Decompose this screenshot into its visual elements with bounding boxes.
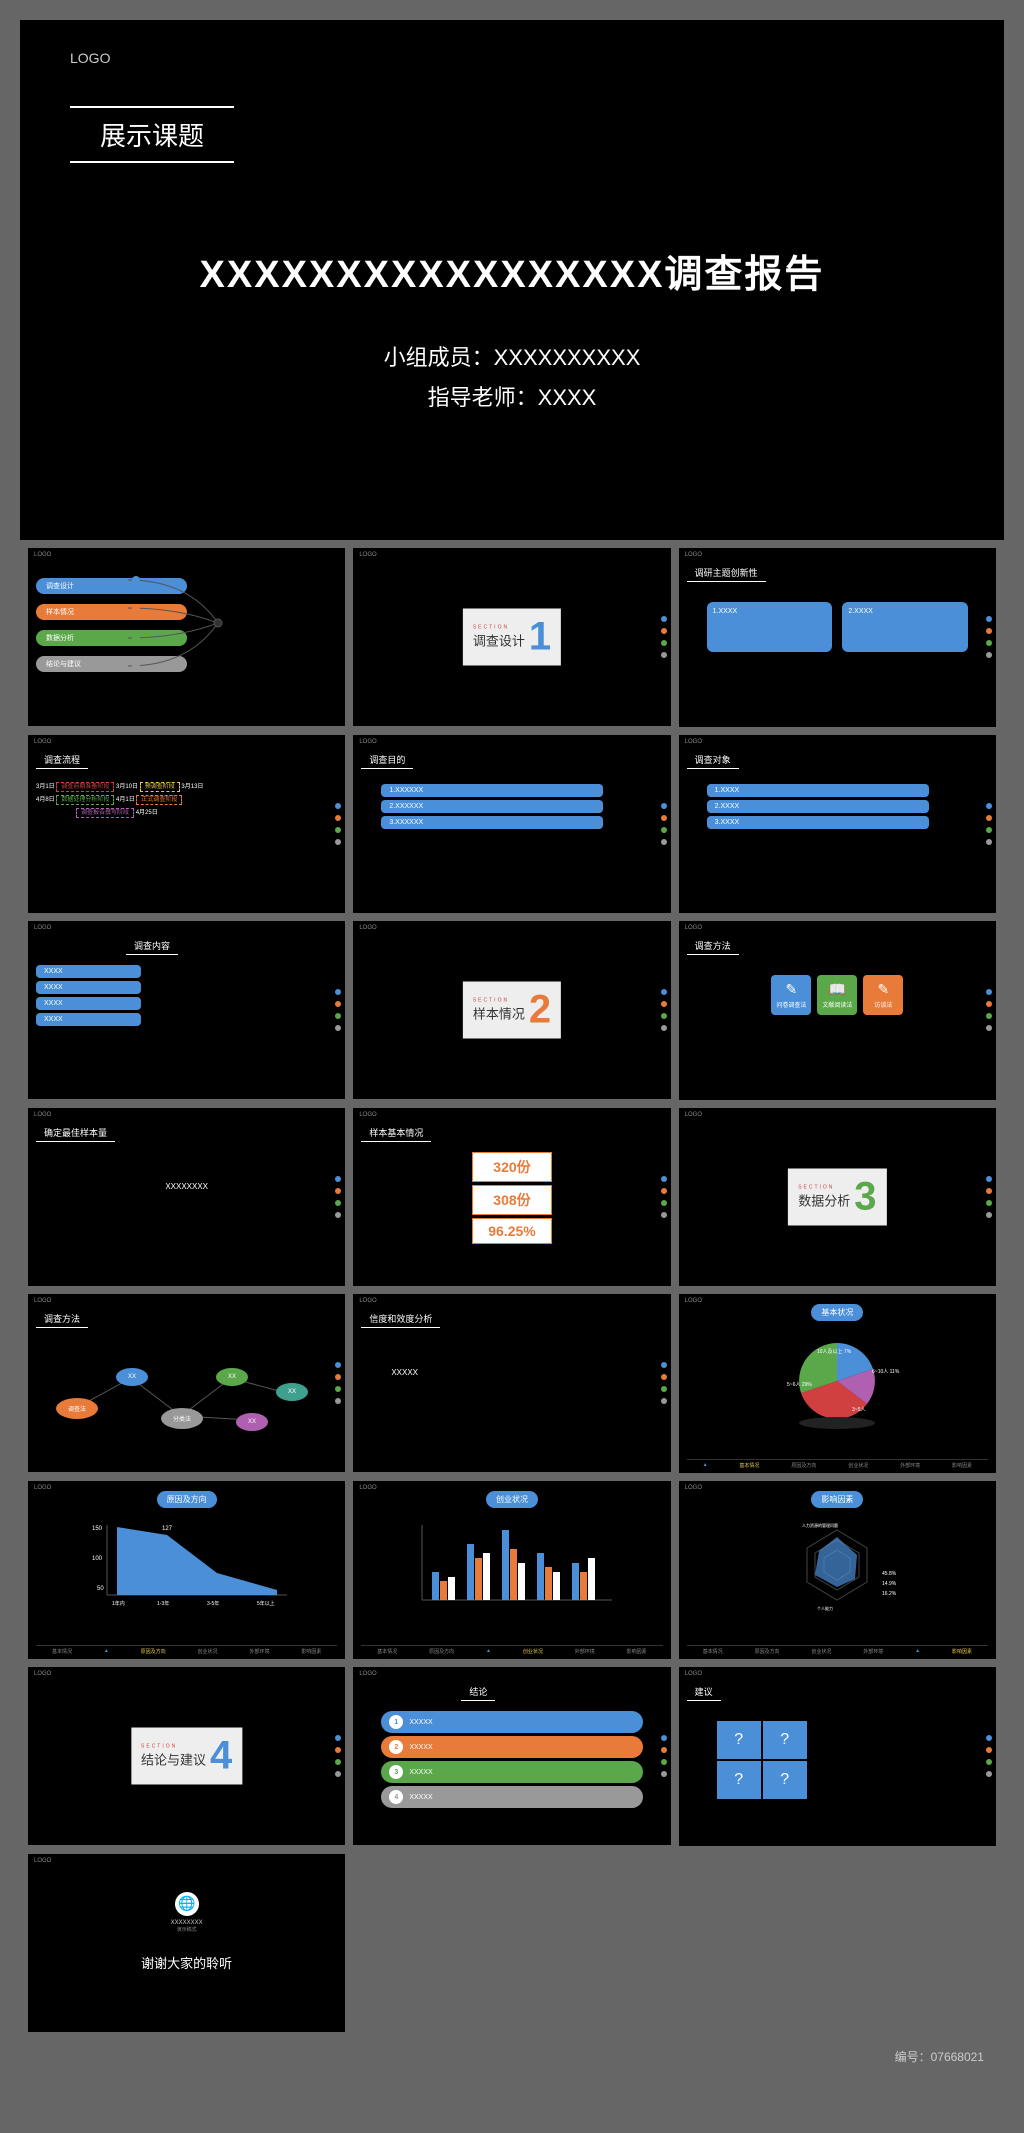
- meta-id: 编号：07668021: [20, 2040, 1004, 2073]
- quad-box: ?: [763, 1761, 807, 1799]
- empty-cell: [353, 1854, 670, 2032]
- globe-icon: 🌐: [175, 1892, 199, 1916]
- logo-text: LOGO: [70, 50, 954, 66]
- quad-box: ?: [763, 1721, 807, 1759]
- thanks-text: 谢谢大家的聆听: [36, 1953, 337, 1972]
- slide-section-4: LOGO SECTION 结论与建议 4: [28, 1667, 345, 1845]
- svg-text:3~5人: 3~5人: [852, 1407, 865, 1413]
- slide-section-1: LOGO SECTION 调查设计 1: [353, 548, 670, 726]
- radar-chart: 人力资源的管理问题 个人能力 45.8% 14.9% 16.2%: [762, 1515, 912, 1615]
- svg-text:50: 50: [97, 1586, 104, 1592]
- method-icon: 📖文献阅读法: [817, 975, 857, 1015]
- slide-radar-chart: LOGO 影响因素 人力资源的管理问题 个人能力 45.8% 14.9% 16.…: [679, 1481, 996, 1660]
- svg-text:1年内: 1年内: [112, 1600, 125, 1607]
- slide-logo: LOGO: [34, 552, 51, 558]
- members-label: 小组成员：: [384, 345, 494, 370]
- hero-title: XXXXXXXXXXXXXXXXX调查报告: [70, 243, 954, 298]
- svg-text:16.2%: 16.2%: [882, 1591, 897, 1597]
- stat-box: 308份: [472, 1185, 552, 1215]
- svg-text:1-3年: 1-3年: [157, 1600, 169, 1607]
- topic-box: 展示课题: [70, 106, 234, 163]
- quad-box: ?: [717, 1761, 761, 1799]
- svg-text:5年以上: 5年以上: [257, 1600, 275, 1607]
- svg-text:个人能力: 个人能力: [817, 1605, 833, 1611]
- agenda-connectors: [128, 568, 248, 678]
- stat-box: 320份: [472, 1152, 552, 1182]
- slide-section-2: LOGO SECTION 样本情况 2: [353, 921, 670, 1099]
- teacher-value: XXXX: [538, 385, 597, 410]
- method-icon: ✎访谈法: [863, 975, 903, 1015]
- svg-text:127: 127: [162, 1526, 173, 1532]
- slide-flow: LOGO 调查流程 3月1日 调查前期准备阶段 3月10日 预调查阶段 3月13…: [28, 735, 345, 913]
- svg-text:45.8%: 45.8%: [882, 1571, 897, 1577]
- slide-methods: LOGO 调查方法 ✎问卷调查法 📖文献阅读法 ✎访谈法: [679, 921, 996, 1100]
- slide-area-chart: LOGO 原因及方向 150 100 50 127 1年内1-3年 3-5年5年…: [28, 1481, 345, 1659]
- footer-nav: ▲基本情况原因及方向创业状况外部环境影响因素: [687, 1459, 988, 1469]
- conclusion-item: 1XXXXX: [381, 1711, 642, 1733]
- slide-conclusion: LOGO 结论 1XXXXX 2XXXXX 3XXXXX 4XXXXX: [353, 1667, 670, 1845]
- quad-box: ?: [717, 1721, 761, 1759]
- slide-content: LOGO 调查内容 XXXX XXXX XXXX XXXX: [28, 921, 345, 1099]
- svg-text:6~10人 11%: 6~10人 11%: [872, 1369, 900, 1375]
- method-icon: ✎问卷调查法: [771, 975, 811, 1015]
- area-chart: 150 100 50 127 1年内 1-3年 3-5年 5年以上: [67, 1515, 307, 1610]
- slide-method-diagram: LOGO 调查方法 调查法 XX XX 分类法 XX XX: [28, 1294, 345, 1472]
- info-box: 1.XXXX: [707, 602, 833, 652]
- svg-text:100: 100: [92, 1556, 103, 1562]
- slide-subjects: LOGO 调查对象 1.XXXX 2.XXXX 3.XXXX: [679, 735, 996, 914]
- thumbnail-grid: LOGO 调查设计 样本情况 数据分析 结论与建议 LOGO SECTION: [20, 540, 1004, 2040]
- section-card: SECTION 调查设计 1: [463, 609, 561, 666]
- svg-text:人力资源的管理问题: 人力资源的管理问题: [802, 1522, 838, 1528]
- svg-text:10人及以上 7%: 10人及以上 7%: [817, 1348, 852, 1355]
- template-preview: LOGO 展示课题 XXXXXXXXXXXXXXXXX调查报告 小组成员：XXX…: [20, 20, 1004, 2040]
- slide-agenda: LOGO 调查设计 样本情况 数据分析 结论与建议: [28, 548, 345, 726]
- teacher-label: 指导老师：: [428, 385, 538, 410]
- slide-pie-chart: LOGO 基本状况 10人及以上 7% 6~10人 11% 3~5人 5~6人 …: [679, 1294, 996, 1473]
- stat-box: 96.25%: [472, 1218, 552, 1244]
- slide-sample-size: LOGO 确定最佳样本量 XXXXXXXX: [28, 1108, 345, 1286]
- hero-info: 小组成员：XXXXXXXXXX 指导老师：XXXX: [70, 338, 954, 417]
- slide-innovation: LOGO 调研主题创新性 1.XXXX 2.XXXX: [679, 548, 996, 727]
- slide-suggestions: LOGO 建议 ? ? ? ?: [679, 1667, 996, 1846]
- members-value: XXXXXXXXXX: [494, 345, 641, 370]
- slide-purpose: LOGO 调查目的 1.XXXXXX 2.XXXXXX 3.XXXXXX: [353, 735, 670, 913]
- slide-reliability: LOGO 信度和效度分析 XXXXX: [353, 1294, 670, 1472]
- nav-dots: [661, 616, 667, 658]
- slide-bar-chart: LOGO 创业状况 基本情况原因及方向▲创业状况外部环境影响因素: [353, 1481, 670, 1659]
- slide-sample-stats: LOGO 样本基本情况 320份 308份 96.25%: [353, 1108, 670, 1286]
- bar-chart: [392, 1515, 632, 1615]
- slide-thanks: LOGO 🌐 XXXXXXXX 演示稿式 谢谢大家的聆听: [28, 1854, 345, 2032]
- info-box: 2.XXXX: [842, 602, 968, 652]
- slide-section-3: LOGO SECTION 数据分析 3: [679, 1108, 996, 1287]
- hero-slide: LOGO 展示课题 XXXXXXXXXXXXXXXXX调查报告 小组成员：XXX…: [20, 20, 1004, 540]
- svg-text:5~6人 29%: 5~6人 29%: [787, 1382, 812, 1388]
- svg-text:3-5年: 3-5年: [207, 1600, 219, 1607]
- svg-text:150: 150: [92, 1526, 103, 1532]
- svg-text:14.9%: 14.9%: [882, 1581, 897, 1587]
- pie-chart: 10人及以上 7% 6~10人 11% 3~5人 5~6人 29%: [757, 1331, 917, 1431]
